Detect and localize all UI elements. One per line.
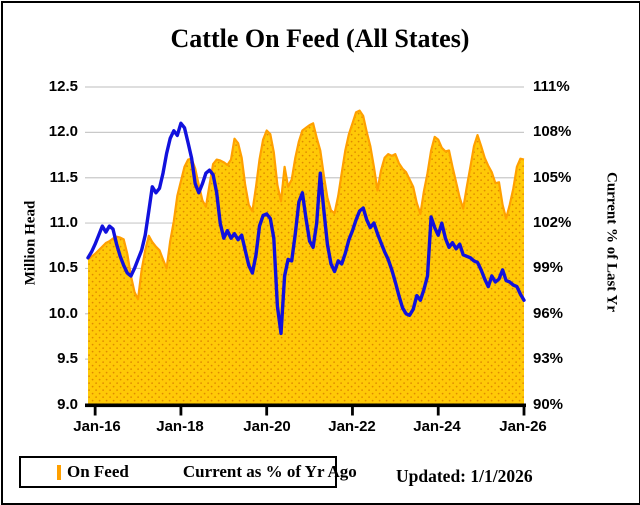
x-axis-tick-mark [436, 406, 440, 416]
left-axis-tick: 10.5 [48, 259, 78, 277]
left-axis-tick: 11.0 [49, 214, 78, 232]
x-axis-tick: Jan-22 [328, 418, 376, 435]
x-axis-tick-mark [522, 406, 526, 416]
x-axis-tick-mark [93, 406, 97, 416]
legend-pct-label: Current as % of Yr Ago [182, 462, 357, 481]
on-feed-area [88, 110, 524, 405]
x-axis-tick-mark [351, 406, 354, 416]
right-axis-tick: 96% [533, 304, 564, 322]
on-feed-area-edge [87, 109, 525, 301]
x-axis-tick: Jan-16 [73, 418, 121, 435]
left-axis-tick: 10.0 [48, 304, 78, 322]
x-axis-tick-mark [179, 406, 183, 416]
on-feed-swatch-icon [57, 464, 61, 480]
legend-on-feed-label: On Feed [67, 462, 129, 481]
chart-title: Cattle On Feed (All States) [170, 24, 470, 53]
left-axis-tick: 11.5 [49, 168, 78, 186]
x-axis-tick: Jan-26 [499, 418, 547, 435]
pct-of-year-ago-line [86, 121, 526, 336]
right-axis-tick: 102% [533, 214, 572, 232]
left-axis-tick: 9.5 [57, 350, 78, 368]
x-axis-tick: Jan-20 [243, 418, 291, 435]
right-axis-tick: 93% [533, 350, 564, 368]
x-axis-tick: Jan-18 [156, 418, 204, 435]
right-axis-tick: 99% [533, 259, 564, 277]
left-axis-tick: 9.0 [57, 395, 78, 413]
x-axis-tick-mark [265, 406, 269, 416]
right-axis-tick: 90% [533, 395, 564, 413]
updated-date-label: Updated: 1/1/2026 [396, 466, 533, 486]
x-axis-line [85, 403, 526, 408]
right-axis-title: Current % of Last Yr [603, 172, 620, 312]
left-axis-tick: 12.5 [48, 78, 78, 95]
right-axis-tick: 105% [533, 168, 572, 186]
left-axis-tick: 12.0 [48, 123, 78, 141]
left-axis-title: Million Head [22, 200, 39, 286]
x-axis-tick: Jan-24 [413, 418, 461, 435]
right-axis-tick: 108% [533, 123, 572, 141]
legend: On Feed Current as % of Yr Ago [19, 456, 357, 488]
right-axis-tick: 111% [533, 78, 570, 95]
